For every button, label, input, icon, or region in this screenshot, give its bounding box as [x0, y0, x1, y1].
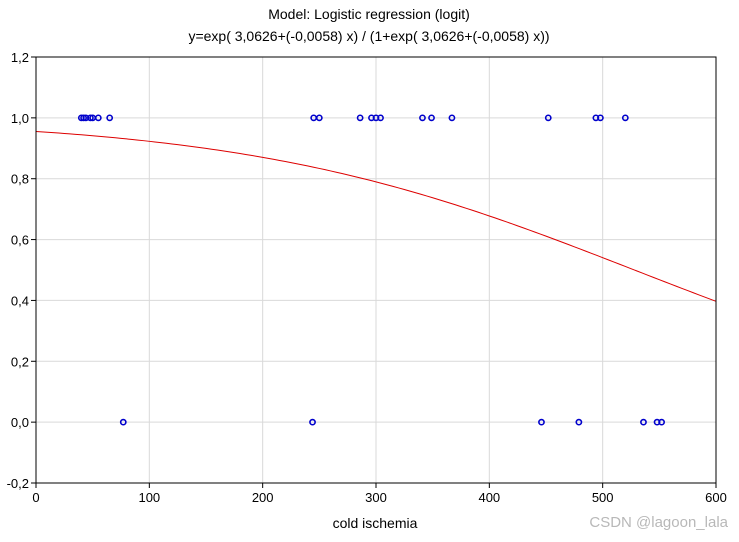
chart-subtitle: y=exp( 3,0626+(-0,0058) x) / (1+exp( 3,0… [188, 28, 549, 44]
data-point [538, 418, 545, 426]
x-axis-ticks: 0 100 200 300 400 500 600 [32, 483, 727, 505]
y-tick-label: -0,2 [7, 476, 29, 491]
x-tick-label: 500 [592, 490, 614, 505]
x-tick-label: 0 [32, 490, 39, 505]
data-point [621, 114, 629, 122]
y-tick-label: 0,0 [11, 415, 29, 430]
data-point [80, 114, 87, 122]
data-point [428, 114, 435, 122]
model-curve-layer [35, 130, 717, 302]
data-point [597, 114, 604, 122]
y-tick-label: 0,6 [11, 233, 29, 248]
data-point [640, 418, 647, 426]
y-tick-label: 0,2 [11, 354, 29, 369]
x-tick-label: 600 [705, 490, 727, 505]
data-point [119, 418, 127, 426]
logistic-fit-curve [35, 130, 717, 302]
watermark: CSDN @lagoon_lala [589, 514, 728, 531]
x-axis-label: cold ischemia [333, 515, 418, 531]
y-tick-label: 0,8 [11, 172, 29, 187]
y-tick-label: 0,4 [11, 293, 29, 308]
x-tick-label: 400 [478, 490, 500, 505]
data-point [106, 114, 114, 122]
data-point [575, 418, 583, 426]
data-point [544, 114, 552, 122]
data-point [356, 114, 364, 122]
data-point [658, 418, 665, 426]
grid-lines [36, 57, 716, 483]
data-point [87, 114, 94, 122]
data-point [94, 114, 102, 122]
data-points-layer [77, 114, 665, 426]
x-tick-label: 300 [365, 490, 387, 505]
y-tick-label: 1,2 [11, 50, 29, 65]
data-point [419, 114, 426, 122]
y-tick-label: 1,0 [11, 111, 29, 126]
y-axis-ticks: -0,2 0,0 0,2 0,4 0,6 0,8 1,0 1,2 [7, 50, 36, 491]
data-point [315, 114, 323, 122]
x-tick-label: 100 [138, 490, 160, 505]
x-tick-label: 200 [252, 490, 274, 505]
chart-title: Model: Logistic regression (logit) [268, 6, 470, 22]
data-point [448, 114, 456, 122]
data-point [377, 114, 384, 122]
data-point [309, 418, 316, 426]
